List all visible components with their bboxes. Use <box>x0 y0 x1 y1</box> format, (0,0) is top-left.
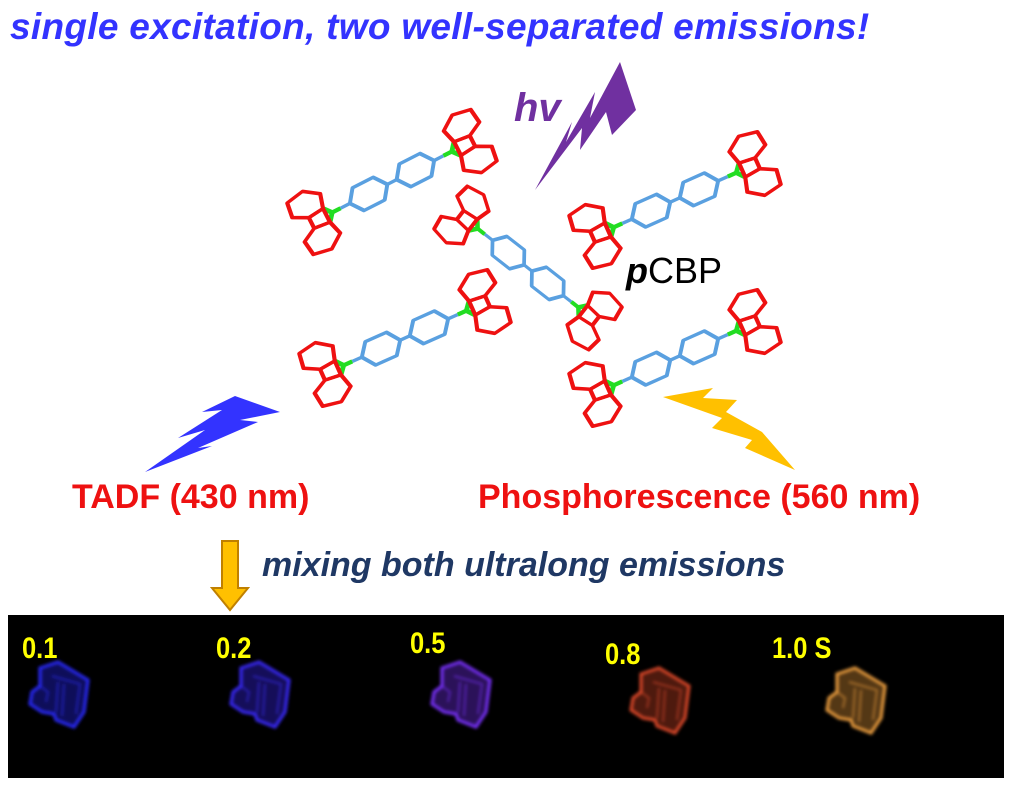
tadf-label: TADF (430 nm) <box>72 478 310 516</box>
crystal-photo <box>28 660 90 729</box>
crystal-photo <box>430 660 492 729</box>
excitation-label: hv <box>514 86 561 130</box>
tadf-lightning-icon <box>145 396 280 472</box>
pcbp-molecule <box>296 266 514 410</box>
mixing-caption: mixing both ultralong emissions <box>262 546 786 584</box>
phosphorescence-label: Phosphorescence (560 nm) <box>478 478 921 516</box>
crystal-photo <box>629 666 691 735</box>
time-label: 1.0 S <box>772 632 832 665</box>
phosphorescence-lightning-icon <box>663 388 795 470</box>
crystal-photo <box>825 666 887 735</box>
down-arrow-icon <box>209 540 251 612</box>
time-label: 0.5 <box>410 627 446 660</box>
time-label: 0.8 <box>605 638 641 671</box>
molecule-label: pCBP <box>626 250 722 292</box>
pcbp-molecule <box>566 286 784 430</box>
time-label: 0.1 <box>22 632 58 665</box>
molecule-prefix: p <box>626 250 648 291</box>
time-label: 0.2 <box>216 632 252 665</box>
page-title: single excitation, two well-separated em… <box>10 6 870 47</box>
molecule-name: CBP <box>648 250 723 291</box>
crystal-photo <box>229 660 291 729</box>
excitation-lightning-icon <box>535 62 636 190</box>
